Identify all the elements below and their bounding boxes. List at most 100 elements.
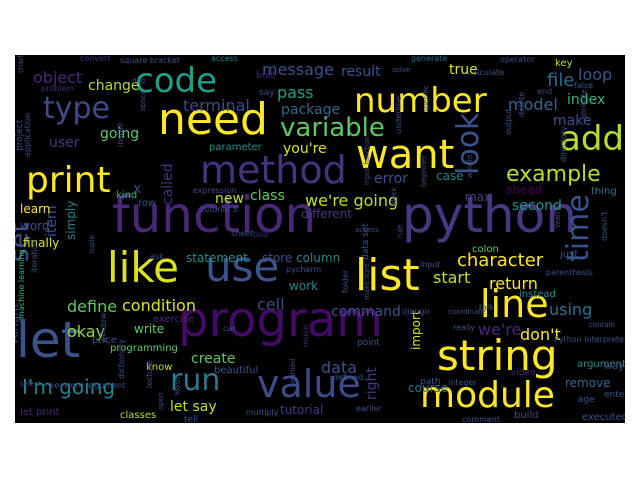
cloud-word: talk [479, 303, 494, 312]
cloud-word: string [437, 331, 558, 380]
cloud-word: end [537, 87, 552, 96]
cloud-word: access [355, 226, 379, 234]
cloud-word: loop [578, 65, 612, 84]
cloud-word: executed [582, 412, 625, 423]
cloud-word: let print [20, 407, 60, 418]
cloud-word: dictionary [117, 339, 126, 379]
cloud-word: ask [150, 252, 164, 261]
word-cloud: function python program use list like let need w… [15, 55, 625, 423]
cloud-word: application [23, 113, 32, 157]
cloud-word: list [355, 250, 420, 301]
cloud-word: pass [277, 83, 314, 102]
cloud-word: message [262, 60, 334, 79]
cloud-word: model [508, 95, 558, 114]
cloud-word: called [160, 163, 176, 205]
cloud-word: index [567, 92, 605, 108]
cloud-word: false [574, 81, 593, 90]
cloud-word: define [67, 297, 117, 316]
cloud-word: say [259, 88, 275, 98]
cloud-word: install [116, 123, 125, 147]
cloud-word: sheet [231, 229, 253, 238]
cloud-word: classes [120, 410, 156, 421]
cloud-word: keyword argument [50, 381, 125, 390]
cloud-word: built [256, 71, 276, 81]
cloud-word: result [341, 64, 381, 80]
cloud-word: you're [283, 141, 327, 157]
cloud-word: want [356, 132, 454, 178]
cloud-word: input [420, 260, 441, 269]
cloud-word: Python interpreter [554, 335, 625, 344]
cloud-word: simply [64, 201, 78, 240]
cloud-word: set [15, 222, 35, 262]
cloud-word: beautiful [214, 365, 258, 376]
cloud-word: start [433, 268, 470, 287]
cloud-word: run [170, 363, 220, 398]
cloud-word: tell [184, 415, 198, 423]
cloud-word: parenthesis [546, 268, 593, 277]
cloud-word: defined [333, 373, 363, 382]
cloud-word: time [561, 194, 596, 262]
cloud-word: item [44, 205, 60, 237]
cloud-word: age [578, 395, 595, 405]
cloud-word: like [107, 243, 179, 292]
cloud-word: error [374, 171, 408, 187]
cloud-word: x [133, 181, 141, 197]
cloud-word: lecture [145, 360, 154, 388]
cloud-word: kind [116, 190, 137, 201]
cloud-word: generate [411, 55, 447, 63]
cloud-word: square bracket [120, 56, 180, 65]
cloud-word: exercise [153, 314, 194, 325]
cloud-word: beginner [420, 156, 428, 187]
cloud-word: don't [520, 325, 561, 344]
cloud-word: contain [589, 321, 615, 329]
cloud-word: Mosh [174, 377, 182, 395]
cloud-word: learned [289, 359, 297, 385]
cloud-word: open [157, 393, 165, 410]
cloud-word: method [200, 148, 347, 192]
cloud-word: access [211, 55, 238, 63]
cloud-word: make sure [363, 263, 371, 300]
cloud-word: cell [257, 295, 285, 314]
cloud-word: true [449, 62, 478, 78]
cloud-word: window [99, 312, 108, 343]
cloud-word: programming [110, 343, 178, 354]
cloud-word: change [88, 78, 140, 94]
cloud-word: car [223, 324, 236, 333]
cloud-word: django [402, 307, 429, 316]
cloud-word: object [33, 68, 82, 87]
cloud-word: okay [67, 322, 105, 341]
cloud-word: pycharm [286, 265, 321, 274]
cloud-word: specific [422, 85, 430, 112]
cloud-word: add [560, 119, 624, 159]
cloud-word: tutorial [280, 403, 323, 417]
cloud-word: music [301, 323, 310, 347]
cloud-word: look [451, 112, 486, 175]
cloud-word: using [549, 300, 592, 319]
cloud-word: told [253, 230, 268, 239]
cloud-word: attribute [580, 89, 588, 120]
cloud-word: learn [20, 202, 50, 216]
cloud-word: data [321, 358, 357, 377]
cloud-word: convert [80, 55, 110, 63]
cloud-word: argument [577, 359, 625, 370]
cloud-word: create [191, 351, 235, 367]
cloud-word: variable [280, 113, 385, 143]
cloud-word: work [289, 279, 318, 293]
cloud-word: number [354, 81, 487, 121]
cloud-word: project [15, 119, 25, 151]
cloud-word: price [92, 335, 117, 346]
cloud-word: select [20, 380, 41, 388]
cloud-word: operator [500, 55, 535, 64]
cloud-word: let say [170, 399, 217, 415]
cloud-word: space [139, 90, 147, 111]
cloud-word: underline [394, 96, 403, 134]
cloud-word: problem [41, 84, 74, 93]
cloud-word: Alright [15, 303, 21, 343]
cloud-word: new [215, 191, 244, 207]
cloud-word: function [112, 186, 316, 244]
cloud-word: thing [591, 186, 617, 197]
cloud-word: way [604, 361, 624, 372]
cloud-word: comment [462, 415, 500, 423]
cloud-word: course [408, 381, 448, 395]
